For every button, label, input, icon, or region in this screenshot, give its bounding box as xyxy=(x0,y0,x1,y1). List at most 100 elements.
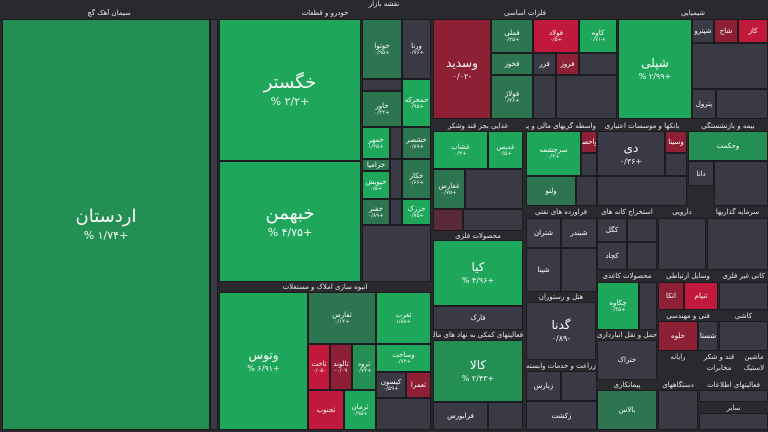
stock-tile-small[interactable] xyxy=(707,218,768,270)
stock-tile[interactable]: واحصا xyxy=(581,131,597,153)
stock-tile[interactable]: خزرک ۰/۷۵+ xyxy=(402,199,431,225)
stock-tile-small[interactable] xyxy=(362,79,402,91)
stock-tile[interactable]: ثعمرا xyxy=(406,372,431,398)
stock-tile-small[interactable] xyxy=(719,321,768,351)
stock-tile[interactable]: غدیس ۰/۵+ xyxy=(488,131,523,169)
stock-tile-small[interactable] xyxy=(716,89,768,119)
stock-tile[interactable]: کیسون ۰/۵۹+ xyxy=(376,372,406,398)
stock-tile-small[interactable] xyxy=(561,371,597,401)
stock-tile-small[interactable] xyxy=(581,153,597,176)
stock-tile[interactable]: چکاوه ۰/۴۵+ xyxy=(597,282,639,330)
stock-tile[interactable]: وتوس % ۶/۹۱+ xyxy=(219,292,308,430)
stock-tile[interactable]: ثجنوب xyxy=(308,390,344,430)
stock-tile[interactable]: شتران xyxy=(526,218,561,248)
stock-tile-small[interactable] xyxy=(699,413,768,430)
stock-tile[interactable]: سرچشمه ۰/۲+ xyxy=(526,131,581,176)
stock-tile[interactable]: فولاد ۰/۵+ xyxy=(533,19,579,53)
stock-tile[interactable]: خمحرکه ۰/۹۵+ xyxy=(402,79,431,127)
stock-tile[interactable]: شبندر xyxy=(561,218,597,248)
stock-tile-small[interactable] xyxy=(561,248,597,292)
stock-tile[interactable]: ثرود ۰/۷۴+ xyxy=(352,344,376,390)
stock-tile-small[interactable] xyxy=(362,225,431,282)
stock-tile[interactable]: بالاس xyxy=(597,390,657,430)
stock-tile[interactable]: کچاد xyxy=(597,242,627,270)
stock-tile-small[interactable] xyxy=(556,75,617,119)
stock-tile-small[interactable] xyxy=(210,19,218,430)
stock-tile[interactable]: دی ۰/۳۶+ xyxy=(597,131,665,176)
stock-tile[interactable]: فخوز xyxy=(491,53,533,75)
stock-tile[interactable]: پترول xyxy=(692,89,716,119)
stock-tile[interactable]: ورنا ۰/۷۶+ xyxy=(402,19,431,79)
stock-tile[interactable]: کیا % ۴/۹۶+ xyxy=(433,240,523,306)
stock-tile[interactable]: گدنا ۰/۸۹- xyxy=(526,302,596,360)
stock-tile[interactable]: خکار ۰/۶۶+ xyxy=(402,159,431,199)
stock-tile-small[interactable] xyxy=(658,218,706,270)
stock-tile-small[interactable] xyxy=(692,43,768,89)
stock-tile[interactable]: ختراک xyxy=(597,340,657,380)
stock-tile-small[interactable] xyxy=(597,176,687,206)
stock-tile[interactable]: خمهر ۱/۲۵+ xyxy=(362,127,390,159)
stock-tile[interactable]: ثغرب ۱/۸۸+ xyxy=(376,292,431,344)
stock-tile-small[interactable] xyxy=(390,199,402,225)
stock-tile[interactable]: خشصر ۰/۸۹+ xyxy=(402,127,431,159)
stock-tile[interactable]: کاز xyxy=(738,19,768,43)
stock-tile[interactable]: اتکا xyxy=(658,282,684,310)
stock-tile[interactable]: غشاب ۰/۳+ xyxy=(433,131,488,169)
stock-tile-small[interactable] xyxy=(488,402,523,430)
stock-tile-small[interactable] xyxy=(390,127,402,159)
stock-tile[interactable]: وحکمت xyxy=(688,131,768,161)
stock-tile[interactable]: اردستان % ۱/۷۴+ xyxy=(2,19,210,430)
stock-tile[interactable]: فولاژ ۰/۲۶+ xyxy=(491,75,533,119)
stock-tile[interactable]: ثالوند -۰/۰۹ xyxy=(330,344,352,390)
stock-tile-small[interactable] xyxy=(579,53,617,75)
stock-tile[interactable]: خوتوا ۰/۹۵+ xyxy=(362,19,402,79)
stock-tile[interactable]: خاور ۰/۴۴+ xyxy=(362,91,402,127)
stock-tile[interactable]: ولنو xyxy=(526,176,576,206)
stock-tile[interactable]: شپنا xyxy=(526,248,561,292)
stock-tile-small[interactable] xyxy=(376,398,431,430)
stock-tile[interactable]: ثرمان ۰/۹۵+ xyxy=(344,390,376,430)
stock-tile-small[interactable] xyxy=(465,169,523,209)
stock-tile[interactable]: فملی ۰/۲۵+ xyxy=(491,19,533,53)
stock-tile-small[interactable] xyxy=(533,75,556,119)
stock-tile[interactable]: وساخت ۰/۷۴+ xyxy=(376,344,431,372)
stock-tile-small[interactable] xyxy=(627,218,657,242)
stock-tile[interactable]: فرابورس xyxy=(433,402,488,430)
stock-tile-small[interactable] xyxy=(719,282,768,310)
stock-tile[interactable]: کالا % ۲/۴۳+ xyxy=(433,340,523,402)
stock-tile[interactable]: شپترو xyxy=(692,19,714,43)
stock-tile-small[interactable] xyxy=(576,176,597,206)
stock-tile[interactable]: وسینا xyxy=(665,131,687,153)
stock-tile[interactable]: خبهمن % ۴/۷۵+ xyxy=(219,161,361,282)
stock-tile[interactable]: وسدید ۰/۰۲- xyxy=(433,19,491,119)
stock-tile[interactable]: خفنر ۰/۸۹+ xyxy=(362,199,390,225)
stock-tile[interactable]: زکشت xyxy=(526,401,597,430)
stock-tile[interactable]: خگستر% ۲/۲+ xyxy=(219,19,361,161)
stock-tile-small[interactable] xyxy=(699,390,768,402)
stock-tile[interactable]: شپلی % ۲/۹۹+ xyxy=(618,19,692,119)
stock-tile-small[interactable] xyxy=(714,161,768,206)
stock-tile[interactable]: فروز xyxy=(556,53,579,75)
stock-tile-small[interactable] xyxy=(390,159,402,199)
stock-tile-small[interactable] xyxy=(658,390,698,430)
stock-tile-small[interactable] xyxy=(639,282,657,330)
stock-tile[interactable]: دانا xyxy=(688,161,714,186)
stock-tile[interactable]: ثنیام xyxy=(684,282,718,310)
stock-tile[interactable]: کگل xyxy=(597,218,627,242)
stock-tile[interactable]: فارک xyxy=(433,306,523,330)
stock-tile[interactable]: خلوه xyxy=(658,321,698,351)
stock-tile-small[interactable] xyxy=(627,242,657,270)
stock-tile-small[interactable] xyxy=(433,209,463,231)
stock-tile[interactable]: خپویش ۰/۵+ xyxy=(362,171,390,199)
stock-tile[interactable]: شستا xyxy=(698,321,718,351)
stock-tile-small[interactable] xyxy=(665,153,687,176)
stock-tile[interactable]: خزامیا xyxy=(362,159,390,171)
stock-tile[interactable]: ثفارس ۰/۱۴+ xyxy=(308,292,376,344)
stock-tile-small[interactable] xyxy=(463,209,523,231)
stock-tile[interactable]: ثاخت ۰/۰۵- xyxy=(308,344,330,390)
stock-tile[interactable]: فزر xyxy=(533,53,556,75)
stock-tile[interactable]: کاوه ۰/۷۱+ xyxy=(579,19,617,53)
stock-tile[interactable]: زبارس xyxy=(526,371,561,401)
stock-tile[interactable]: غفارس ۰/۷۵+ xyxy=(433,169,465,209)
stock-tile[interactable]: شاخ xyxy=(714,19,738,43)
